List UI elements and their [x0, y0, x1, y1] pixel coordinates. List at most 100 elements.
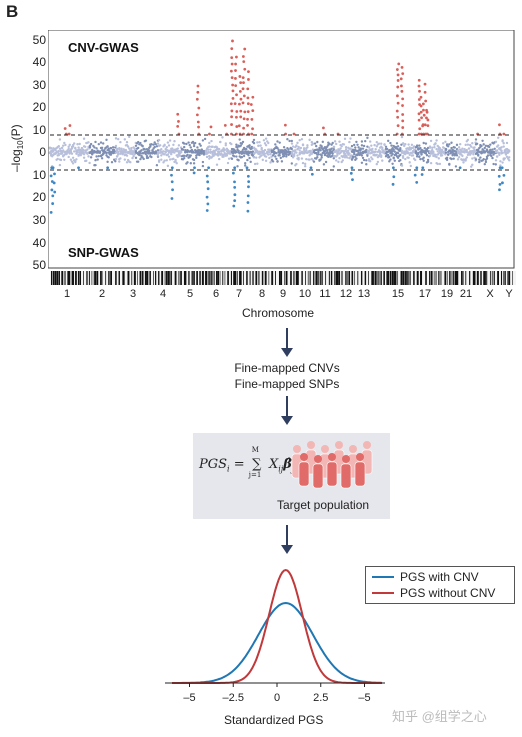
chromosome-tick: 21 — [459, 288, 473, 300]
snp-point — [167, 144, 171, 147]
snp-hit-point — [233, 193, 237, 197]
snp-point — [93, 146, 96, 149]
band-stripe — [335, 271, 338, 285]
snp-point — [411, 154, 415, 157]
snp-point — [359, 147, 362, 150]
snp-point — [248, 144, 251, 147]
band-stripe — [413, 271, 415, 285]
snp-point — [494, 140, 498, 144]
y-tick: 50 — [32, 33, 46, 47]
snp-point — [428, 154, 432, 157]
snp-point — [361, 147, 365, 150]
snp-point — [444, 151, 448, 154]
snp-point — [456, 158, 460, 161]
snp-point — [335, 142, 338, 146]
snp-hit-point — [415, 181, 419, 184]
snp-point — [464, 143, 467, 147]
snp-point — [409, 164, 412, 168]
legend-swatch — [372, 592, 394, 594]
band-stripe — [337, 271, 339, 285]
plot-frame — [48, 30, 515, 269]
snp-point — [377, 142, 381, 145]
cnv-hit-point — [243, 67, 247, 71]
snp-hit-point — [310, 172, 314, 176]
snp-point — [457, 155, 461, 159]
band-stripe — [318, 271, 320, 285]
snp-point — [491, 148, 494, 151]
band-stripe — [131, 271, 133, 285]
snp-point — [207, 150, 210, 154]
snp-point — [97, 154, 100, 158]
band-stripe — [167, 271, 170, 285]
snp-point — [407, 143, 410, 146]
snp-point — [346, 156, 349, 159]
snp-point — [508, 159, 511, 162]
band-stripe — [240, 271, 242, 285]
snp-point — [410, 143, 414, 147]
cnv-hit-point — [251, 95, 255, 99]
snp-point — [298, 138, 301, 142]
cnv-hit-point — [242, 126, 246, 130]
cnv-hit-point — [234, 69, 237, 72]
snp-point — [470, 165, 473, 168]
y-tick: 40 — [32, 55, 46, 69]
band-stripe — [213, 271, 215, 285]
snp-point — [317, 153, 320, 156]
snp-point — [282, 154, 286, 158]
snp-point — [486, 154, 490, 157]
density-tick-label: –5 — [183, 692, 195, 704]
snp-point — [168, 139, 172, 142]
band-stripe — [486, 271, 488, 285]
snp-point — [115, 155, 119, 158]
band-stripe — [108, 271, 110, 285]
band-stripe — [211, 271, 212, 285]
band-stripe — [67, 271, 69, 285]
panel-label: B — [6, 2, 19, 21]
snp-point — [239, 144, 242, 147]
cnv-gwas-label: CNV-GWAS — [68, 40, 139, 55]
band-stripe — [341, 271, 343, 285]
band-stripe — [169, 271, 171, 285]
snp-hit-point — [206, 180, 210, 184]
band-stripe — [101, 271, 103, 285]
band-stripe — [219, 271, 221, 285]
cnv-hit-point — [196, 120, 200, 124]
snp-point — [157, 160, 161, 163]
band-stripe — [261, 271, 264, 285]
snp-point — [89, 142, 93, 146]
chromosome-tick: 19 — [440, 288, 454, 300]
snp-point — [445, 143, 449, 146]
band-stripe — [435, 271, 437, 285]
cnv-hit-point — [247, 70, 250, 74]
snp-point — [118, 160, 121, 163]
snp-point — [156, 142, 160, 145]
snp-point — [91, 148, 94, 152]
snp-point — [444, 148, 448, 151]
snp-hit-point — [350, 166, 354, 170]
snp-point — [226, 161, 230, 165]
band-stripe — [457, 271, 459, 285]
snp-point — [183, 154, 186, 158]
snp-point — [144, 139, 148, 142]
band-stripe — [504, 271, 506, 285]
band-stripe — [489, 271, 491, 285]
snp-point — [276, 159, 279, 163]
cnv-hit-point — [230, 109, 234, 113]
cnv-hit-point — [239, 97, 243, 101]
snp-point — [134, 144, 138, 147]
snp-point — [401, 154, 405, 158]
band-stripe — [100, 271, 102, 285]
band-stripe — [111, 271, 112, 285]
snp-point — [173, 140, 176, 143]
snp-point — [141, 144, 144, 148]
snp-point — [277, 148, 280, 152]
snp-hit-point — [233, 180, 236, 184]
snp-hit-point — [500, 166, 504, 170]
snp-point — [499, 164, 502, 167]
legend-label: PGS without CNV — [400, 586, 496, 600]
snp-point — [60, 146, 64, 150]
snp-point — [156, 154, 160, 157]
band-stripe — [386, 271, 388, 285]
cnv-hit-point — [176, 125, 180, 128]
density-tick-label: –5 — [358, 692, 370, 704]
